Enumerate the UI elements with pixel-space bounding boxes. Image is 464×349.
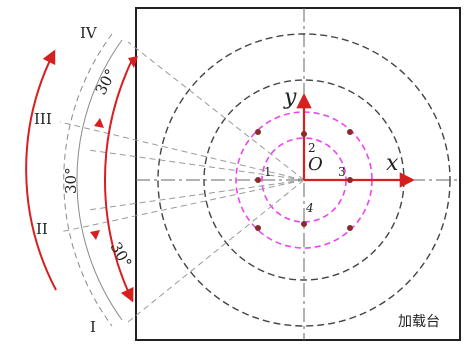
platform-frame [135, 7, 461, 341]
measurement-points [255, 129, 353, 231]
point-dot [347, 225, 353, 231]
inner-arrow-tip-top [128, 56, 138, 68]
guide-arc-outer [63, 33, 113, 327]
angle-label-middle: 30° [62, 167, 80, 194]
y-axis-label: y [283, 85, 297, 110]
inner-arrow-tick-2 [90, 230, 100, 240]
point-dot [255, 129, 261, 135]
point-dot [255, 177, 261, 183]
angle-label-bottom: 30° [107, 239, 136, 271]
point-dot [301, 221, 307, 227]
point-label-3: 3 [338, 165, 346, 179]
point-dot [347, 129, 353, 135]
point-dot [255, 225, 261, 231]
outer-circle [157, 33, 451, 327]
outer-rotation-arrow [25, 49, 57, 291]
guide-arc-inner [76, 39, 123, 321]
platform-label: 加载台 [398, 314, 440, 330]
angle-label-top: 30° [92, 66, 120, 98]
point-dot [347, 177, 353, 183]
roman-label-iv: IV [80, 24, 98, 42]
x-axis-label: x [386, 151, 399, 176]
inner-arrow-tick-1 [94, 118, 104, 128]
point-label-4: 4 [305, 201, 314, 215]
roman-label-iii: III [34, 110, 52, 128]
point-label-2: 2 [308, 141, 316, 155]
roman-label-i: I [90, 318, 96, 336]
point-label-1: 1 [264, 165, 272, 179]
inner-rotation-arc [103, 59, 134, 303]
origin-label: O [308, 154, 323, 175]
point-dot [301, 131, 307, 137]
roman-label-ii: II [36, 220, 48, 238]
radial-lines [59, 41, 305, 323]
